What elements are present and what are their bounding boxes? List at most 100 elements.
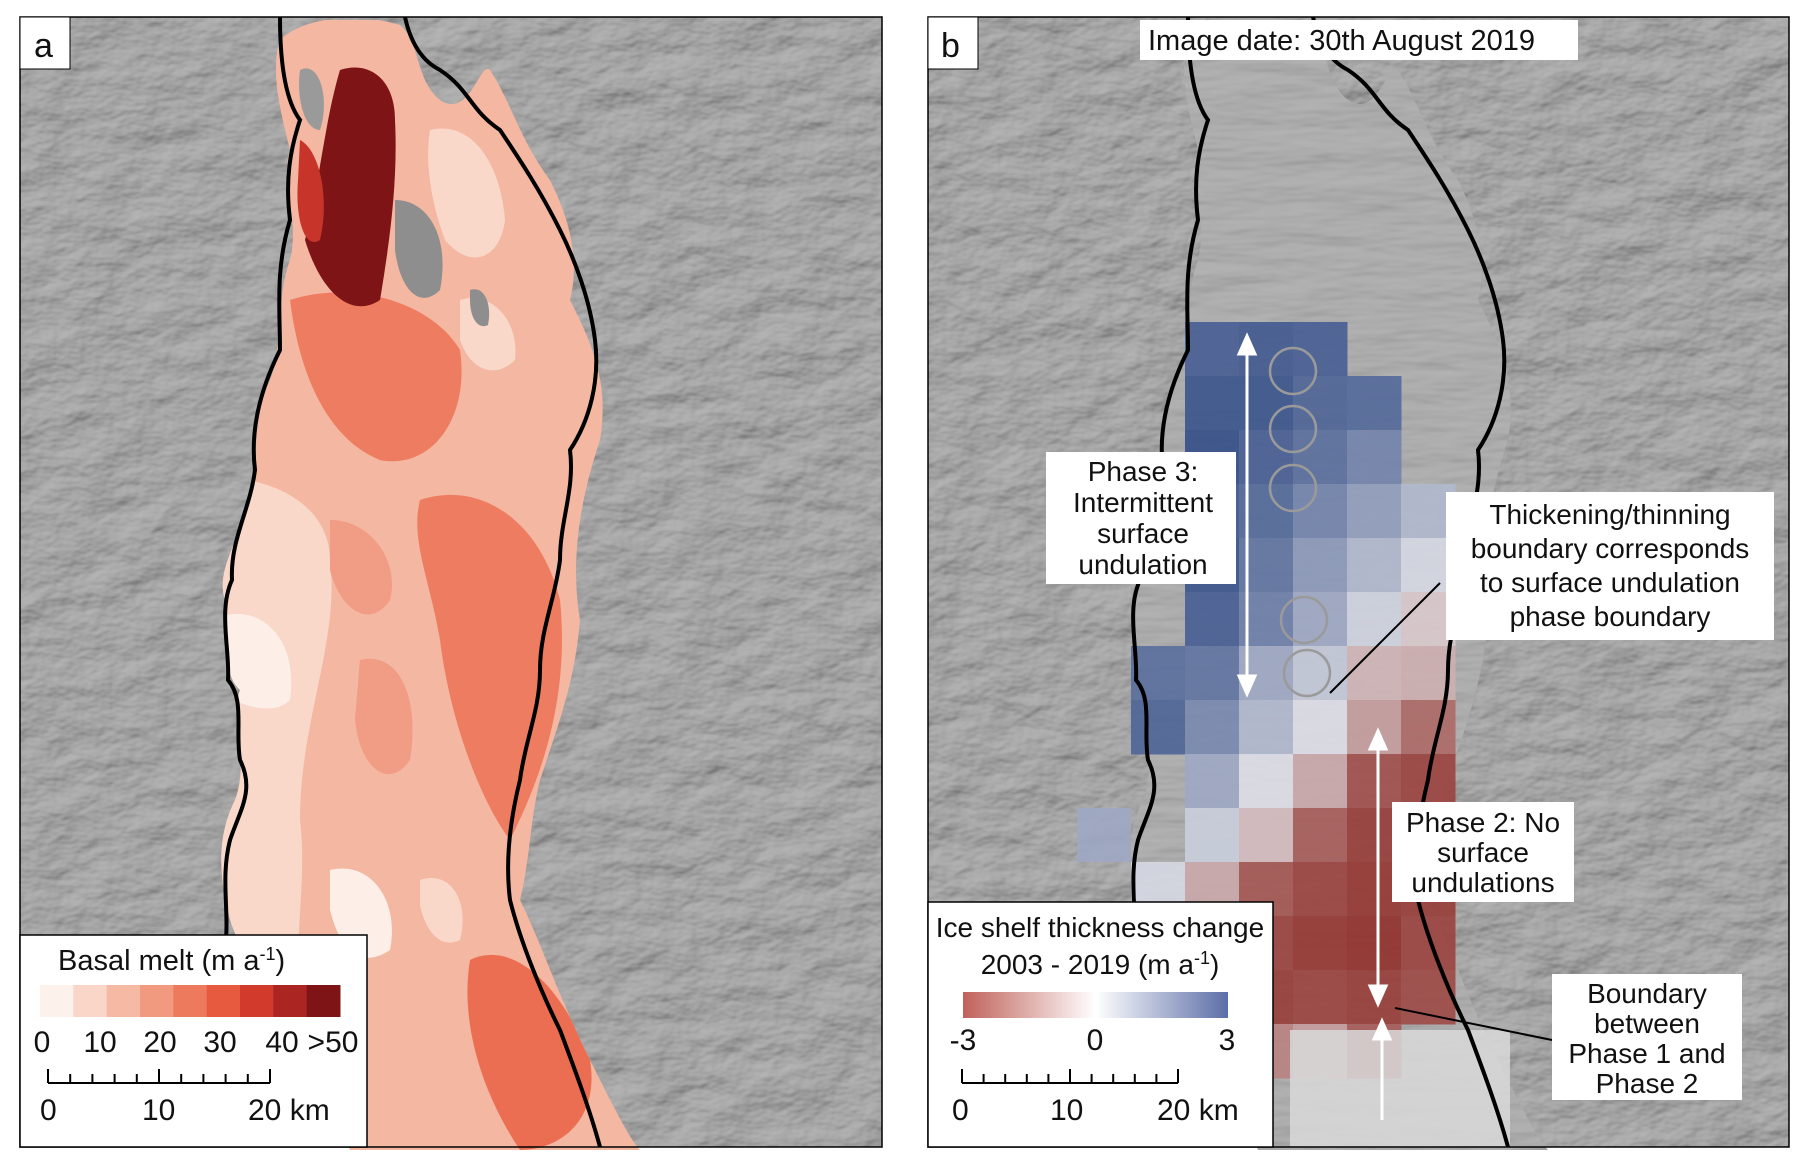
melt-swatch: [140, 985, 174, 1017]
svg-text:Phase 1 and: Phase 1 and: [1568, 1038, 1725, 1069]
thickness-cell: [1185, 754, 1240, 809]
thickness-cell: [1293, 808, 1348, 863]
thickness-cell: [1185, 700, 1240, 755]
panel-b: Image date: 30th August 2019 Phase 3: In…: [927, 16, 1790, 1150]
basal-melt-legend: Basal melt (m a-1) 0 10 20 30 40 >50 0 10 20 …: [19, 934, 368, 1148]
thickness-cell: [1185, 592, 1240, 647]
thickness-cell: [1347, 430, 1402, 485]
svg-text:Intermittent: Intermittent: [1073, 487, 1213, 518]
ice-shelf-outline-east: [403, 17, 602, 1147]
melt-swatch: [206, 985, 241, 1017]
melt-swatch: [40, 985, 74, 1017]
scale-a-0: 0: [40, 1094, 57, 1127]
thickness-legend: Ice shelf thickness change 2003 - 2019 (…: [927, 901, 1274, 1148]
melt-swatch: [273, 985, 308, 1017]
scale-a-10: 10: [142, 1094, 175, 1127]
melt-tick-label: 40: [265, 1026, 298, 1059]
svg-text:between: between: [1594, 1008, 1700, 1039]
boundary-note-label: Thickening/thinning boundary corresponds…: [1446, 492, 1774, 640]
thickness-colorbar: [963, 992, 1228, 1018]
thickness-cell: [1401, 970, 1456, 1025]
phase2-arrow: [1367, 727, 1389, 1008]
thickness-cell: [1293, 754, 1348, 809]
melt-tick-label: 0: [34, 1026, 51, 1059]
svg-text:to surface undulation: to surface undulation: [1480, 567, 1740, 598]
svg-text:undulations: undulations: [1411, 867, 1554, 898]
thickness-cell: [1239, 700, 1294, 755]
panel-a-letter: a: [34, 27, 53, 65]
thickness-cell: [1347, 484, 1402, 539]
scale-b-20km: 20 km: [1157, 1094, 1239, 1127]
basal-melt-legend-title: Basal melt (m a-1): [58, 944, 285, 977]
svg-text:Phase 2: Phase 2: [1596, 1068, 1699, 1099]
thickness-tick-3: 3: [1219, 1024, 1236, 1057]
svg-text:surface: surface: [1097, 518, 1189, 549]
svg-text:Phase 3:: Phase 3:: [1088, 456, 1199, 487]
thickness-cell: [1293, 916, 1348, 971]
thickness-tick-neg3: -3: [950, 1024, 977, 1057]
phase2-label: Phase 2: No surface undulations: [1392, 802, 1574, 902]
thickness-cell: [1185, 376, 1240, 431]
thickness-cell: [1185, 646, 1240, 701]
thickness-cell: [1077, 808, 1131, 862]
thickness-tick-0: 0: [1087, 1024, 1104, 1057]
thickness-legend-title-2: 2003 - 2019 (m a-1): [981, 948, 1220, 980]
boundary-leader: [1329, 582, 1441, 694]
svg-text:phase boundary: phase boundary: [1510, 601, 1711, 632]
undulation-circles: [1268, 346, 1332, 698]
thickness-cell: [1347, 538, 1402, 593]
thickness-cell: [1293, 484, 1348, 539]
melt-tick-label: 10: [83, 1026, 116, 1059]
thickness-cell: [1347, 916, 1402, 971]
thickness-cell: [1185, 322, 1240, 377]
phase3-arrow: [1236, 332, 1258, 698]
svg-text:Thickening/thinning: Thickening/thinning: [1489, 499, 1730, 530]
thickness-cell: [1239, 808, 1294, 863]
thickness-cell: [1293, 538, 1348, 593]
thickness-cell: [1131, 700, 1186, 755]
scale-b-0: 0: [952, 1094, 969, 1127]
scale-bar-b: 0 10 20 km: [952, 1069, 1239, 1127]
thickness-cell: [1185, 808, 1240, 863]
thickness-cell: [1293, 376, 1348, 431]
thickness-cell: [1293, 862, 1348, 917]
thickness-cell: [1347, 646, 1402, 701]
svg-text:boundary corresponds: boundary corresponds: [1471, 533, 1750, 564]
thickness-cell: [1401, 916, 1456, 971]
thickness-cell: [1347, 592, 1402, 647]
scale-a-20km: 20 km: [248, 1094, 330, 1127]
melt-swatch: [173, 985, 208, 1017]
melt-tick-label: 20: [143, 1026, 176, 1059]
svg-text:Phase 2: No: Phase 2: No: [1406, 807, 1560, 838]
svg-text:Boundary: Boundary: [1587, 978, 1707, 1009]
scale-b-10: 10: [1050, 1094, 1083, 1127]
melt-tick-label: >50: [308, 1026, 359, 1059]
thickness-cell: [1401, 700, 1456, 755]
thickness-cell: [1293, 592, 1348, 647]
melt-swatch: [73, 985, 108, 1017]
basal-melt-tick-labels: 0 10 20 30 40 >50: [34, 1026, 359, 1059]
phase3-label: Phase 3: Intermittent surface undulation: [1046, 452, 1236, 584]
basal-melt-colorbar: [40, 985, 341, 1017]
thickness-cell: [1293, 700, 1348, 755]
thickness-cell: [1347, 754, 1402, 809]
melt-swatch: [306, 985, 341, 1017]
svg-text:undulation: undulation: [1078, 549, 1207, 580]
svg-text:Image date: 30th August 2019: Image date: 30th August 2019: [1148, 25, 1535, 57]
thickness-legend-title-1: Ice shelf thickness change: [936, 912, 1264, 943]
melt-swatch: [106, 985, 141, 1017]
melt-swatch: [240, 985, 274, 1017]
thickness-cell: [1347, 376, 1402, 431]
scale-bar-a: 0 10 20 km: [40, 1069, 330, 1127]
phase1-arrow: [1371, 1017, 1393, 1120]
image-date-label: Image date: 30th August 2019: [1140, 20, 1578, 60]
panel-b-letter: b: [941, 27, 960, 65]
thickness-cell: [1293, 970, 1348, 1025]
thickness-cell: [1293, 430, 1348, 485]
boundary12-leader: [1394, 1007, 1553, 1041]
svg-text:surface: surface: [1437, 837, 1529, 868]
melt-tick-label: 30: [203, 1026, 236, 1059]
thickness-cell: [1131, 646, 1186, 701]
panel-a: a Basal melt (m a-1) 0 10 20 30 40 >50 0 10 2…: [19, 16, 883, 1150]
boundary12-label: Boundary between Phase 1 and Phase 2: [1552, 974, 1742, 1100]
